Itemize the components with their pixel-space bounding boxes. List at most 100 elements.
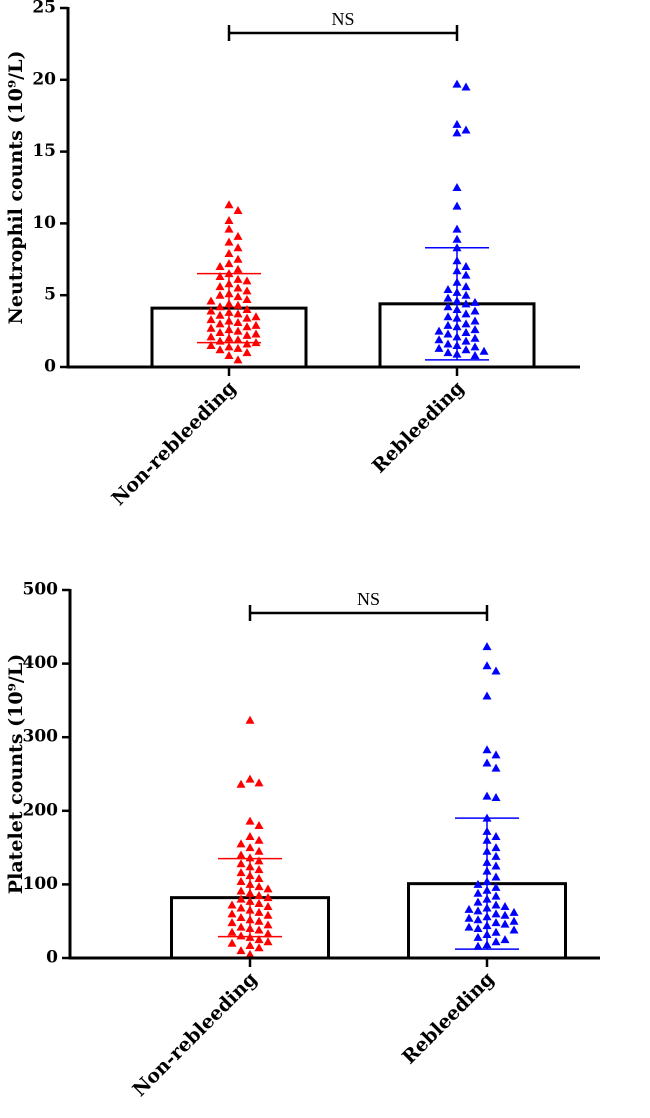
data-point — [491, 900, 501, 909]
data-point — [461, 319, 471, 328]
data-point — [509, 916, 519, 925]
data-point — [224, 249, 234, 258]
data-point — [245, 816, 255, 825]
y-tick-label: 10 — [32, 213, 56, 233]
data-point — [443, 348, 453, 357]
data-point — [215, 328, 225, 337]
data-point — [242, 286, 252, 295]
data-point — [254, 882, 264, 891]
data-point — [263, 893, 273, 902]
data-point — [461, 282, 471, 291]
data-point — [473, 941, 483, 950]
data-point — [236, 946, 246, 955]
data-point — [263, 901, 273, 910]
y-tick-label: 500 — [23, 580, 59, 600]
data-point — [227, 927, 237, 936]
data-point — [461, 261, 471, 270]
data-point — [491, 851, 501, 860]
y-tick-label: 400 — [23, 653, 59, 673]
data-point — [206, 315, 216, 324]
data-point — [245, 853, 255, 862]
data-point — [215, 272, 225, 281]
data-point — [236, 868, 246, 877]
data-point — [461, 299, 471, 308]
data-point — [500, 919, 510, 928]
data-point — [215, 302, 225, 311]
data-point — [461, 328, 471, 337]
y-tick-label: 15 — [32, 141, 56, 161]
data-point — [251, 320, 261, 329]
data-point — [434, 343, 444, 352]
data-point — [233, 317, 243, 326]
data-point — [452, 128, 462, 137]
x-tick-label: Rebleeding — [398, 968, 499, 1069]
data-point — [224, 259, 234, 268]
data-point — [242, 348, 252, 357]
data-point — [443, 329, 453, 338]
y-tick-label: 0 — [46, 948, 58, 968]
data-point — [500, 901, 510, 910]
data-point — [482, 642, 492, 651]
x-tick-label: Non-rebleeding — [108, 377, 241, 510]
data-point — [452, 201, 462, 210]
data-point — [464, 904, 474, 913]
data-point — [473, 906, 483, 915]
data-point — [233, 343, 243, 352]
y-tick-label: 0 — [44, 357, 56, 377]
data-point — [443, 312, 453, 321]
data-point — [254, 916, 264, 925]
data-point — [254, 890, 264, 899]
data-point — [491, 891, 501, 900]
data-point — [443, 284, 453, 293]
data-point — [491, 927, 501, 936]
data-point — [482, 745, 492, 754]
data-point — [245, 949, 255, 958]
data-point — [443, 339, 453, 348]
data-point — [233, 300, 243, 309]
data-point — [491, 872, 501, 881]
data-point — [233, 264, 243, 273]
data-point — [470, 316, 480, 325]
data-point — [452, 234, 462, 243]
data-point — [452, 119, 462, 128]
data-point — [263, 929, 273, 938]
data-point — [491, 793, 501, 802]
data-point — [206, 332, 216, 341]
data-point — [473, 888, 483, 897]
data-point — [482, 661, 492, 670]
data-point — [470, 342, 480, 351]
data-point — [254, 907, 264, 916]
data-point — [215, 261, 225, 270]
data-point — [491, 937, 501, 946]
data-point — [236, 886, 246, 895]
data-point — [245, 715, 255, 724]
data-point — [254, 943, 264, 952]
data-point — [491, 843, 501, 852]
data-point — [473, 897, 483, 906]
data-point — [263, 920, 273, 929]
x-tick-label: Rebleeding — [368, 377, 469, 478]
data-point — [500, 935, 510, 944]
data-point — [245, 832, 255, 841]
data-point — [236, 779, 246, 788]
data-point — [254, 899, 264, 908]
data-point — [224, 224, 234, 233]
data-point — [233, 205, 243, 214]
data-point — [254, 925, 264, 934]
data-point — [254, 835, 264, 844]
data-point — [206, 296, 216, 305]
data-point — [482, 791, 492, 800]
data-point — [491, 909, 501, 918]
data-point — [215, 310, 225, 319]
data-point — [461, 82, 471, 91]
annotation: NS — [357, 589, 380, 609]
data-point — [227, 938, 237, 947]
data-point — [233, 309, 243, 318]
y-tick-label: 300 — [23, 727, 59, 747]
y-tick-label: 20 — [32, 69, 56, 89]
data-point — [254, 846, 264, 855]
chart: Neutrophil counts (10⁹/L) 0 5 10 15 20 25 Non-r… — [5, 0, 580, 510]
data-point — [443, 293, 453, 302]
data-point — [491, 763, 501, 772]
data-point — [461, 270, 471, 279]
